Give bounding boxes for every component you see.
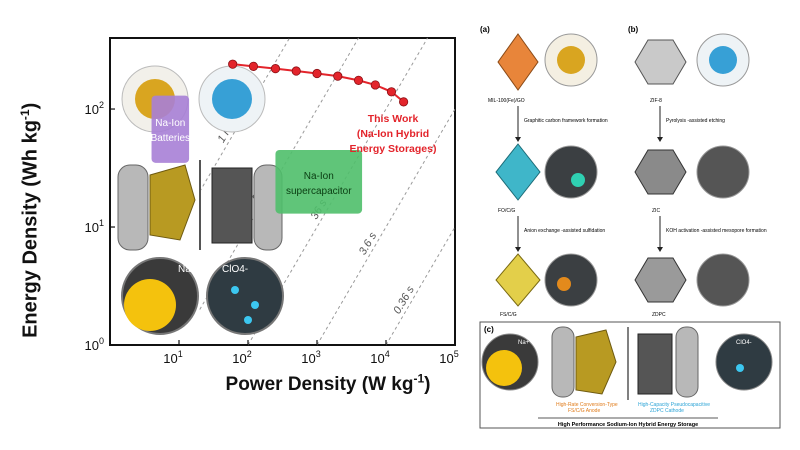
data-point bbox=[291, 66, 301, 76]
region-box bbox=[275, 149, 363, 214]
na-ion-label: Na+ bbox=[178, 264, 197, 275]
series-line bbox=[232, 63, 405, 103]
c-clo4-label: ClO4- bbox=[736, 340, 752, 346]
this-work-annotation: This Work (Na-Ion Hybrid Energy Storages… bbox=[350, 113, 437, 155]
c-anode-crystals bbox=[575, 329, 617, 395]
y-tick-label: 102 bbox=[85, 100, 104, 117]
c-anode-line1: High-Rate Conversion-Type bbox=[556, 402, 618, 408]
zdpc-hexagon bbox=[634, 257, 687, 303]
c-cathode-ion bbox=[736, 364, 744, 372]
fsc-zoom-particle bbox=[557, 277, 571, 291]
mil100-zoom-core bbox=[557, 46, 585, 74]
data-point bbox=[270, 64, 281, 74]
tick-labels: 101 102 103 104 105 100 101 102 bbox=[85, 100, 459, 366]
a-step1-process: Graphitic carbon framework formation bbox=[524, 118, 608, 124]
cathode-ion-2 bbox=[251, 301, 259, 309]
a-step3-material: FS/C/G bbox=[500, 312, 517, 318]
series-layer bbox=[228, 59, 409, 107]
c-na-label: Na+ bbox=[518, 340, 530, 346]
b-step1-process: Pyrolysis -assisted etching bbox=[666, 118, 725, 124]
x-tick-label: 101 bbox=[163, 349, 182, 366]
c-cathode-zoom bbox=[715, 333, 773, 391]
x-tick-label: 104 bbox=[370, 349, 389, 366]
data-point bbox=[399, 97, 409, 107]
b-step2-process: KOH activation -assisted mesopore format… bbox=[666, 228, 767, 234]
fsc-octahedron bbox=[495, 253, 541, 307]
data-point bbox=[353, 75, 364, 85]
a-step1-material: MIL-100(Fe)/GO bbox=[488, 98, 525, 104]
blue-mof-core bbox=[212, 79, 252, 119]
time-line bbox=[385, 226, 456, 346]
x-tick-label: 103 bbox=[301, 349, 320, 366]
clo4-label: ClO4- bbox=[222, 264, 248, 275]
c-title: High Performance Sodium-Ion Hybrid Energ… bbox=[558, 422, 698, 428]
anode-crystals bbox=[149, 164, 196, 241]
x-tick-label: 105 bbox=[439, 349, 458, 366]
b-step3-material: ZDPC bbox=[652, 312, 666, 318]
b-arrowhead-2 bbox=[657, 247, 663, 252]
this-work-line-2: (Na-Ion Hybrid bbox=[357, 128, 429, 140]
c-anode-glow bbox=[486, 350, 522, 386]
data-point bbox=[228, 59, 238, 69]
y-tick-label: 101 bbox=[85, 218, 104, 235]
panel-b-label: (b) bbox=[628, 25, 639, 34]
c-left-collector bbox=[551, 326, 575, 398]
time-line bbox=[247, 37, 428, 346]
panel-a-label: (a) bbox=[480, 25, 490, 34]
data-point bbox=[333, 71, 343, 81]
c-cathode-block bbox=[637, 333, 673, 395]
fsc-zoom bbox=[544, 253, 598, 307]
data-point bbox=[312, 68, 322, 79]
anode-zoom-glow bbox=[124, 279, 176, 331]
cathode-ion-3 bbox=[244, 316, 252, 324]
zif8-hexagon bbox=[634, 39, 687, 85]
a-step2-material: FO/C/G bbox=[498, 208, 515, 214]
region-box bbox=[151, 95, 190, 163]
x-tick-label: 102 bbox=[232, 349, 251, 366]
cathode-ion-1 bbox=[231, 286, 239, 294]
c-cathode-line1: High-Capacity Pseudocapacitive bbox=[638, 402, 710, 408]
data-point bbox=[386, 87, 397, 97]
zdpc-zoom bbox=[696, 253, 750, 307]
region-label: supercapacitor bbox=[286, 186, 352, 197]
c-cathode-line2: ZDPC Cathode bbox=[650, 408, 684, 414]
a-arrowhead-2 bbox=[515, 247, 521, 252]
a-arrowhead-1 bbox=[515, 137, 521, 142]
y-axis-label: Energy Density (Wh kg-1) bbox=[17, 102, 42, 338]
left-current-collector bbox=[117, 164, 149, 251]
foc-octahedron bbox=[495, 143, 541, 201]
cathode-zoom-circle bbox=[206, 257, 284, 335]
x-axis-label: Power Density (W kg-1) bbox=[225, 372, 431, 396]
data-point bbox=[248, 61, 259, 71]
c-anode-line2: FS/C/G Anode bbox=[568, 408, 600, 414]
mil100-octahedron bbox=[497, 33, 539, 91]
y-tick-label: 100 bbox=[85, 336, 104, 353]
this-work-line-1: This Work bbox=[368, 113, 419, 125]
region-label: Na-Ion bbox=[155, 118, 185, 129]
b-step1-material: ZIF-8 bbox=[650, 98, 662, 104]
panel-c-label: (c) bbox=[484, 325, 494, 334]
c-right-collector bbox=[675, 326, 699, 398]
region-label: Batteries bbox=[151, 133, 190, 144]
zic-zoom bbox=[696, 145, 750, 199]
this-work-line-3: Energy Storages) bbox=[350, 143, 437, 155]
region-label: Na-Ion bbox=[304, 171, 334, 182]
foc-zoom-particle bbox=[571, 173, 585, 187]
cathode-block bbox=[211, 167, 253, 244]
zic-hexagon bbox=[634, 149, 687, 195]
b-arrowhead-1 bbox=[657, 137, 663, 142]
b-step2-material: ZIC bbox=[652, 208, 660, 214]
a-step2-process: Anion exchange -assisted sulfidation bbox=[524, 228, 605, 234]
data-point bbox=[370, 80, 380, 90]
zif8-zoom-core bbox=[709, 46, 737, 74]
foc-zoom bbox=[544, 145, 598, 199]
regions: Na-Ion Batteries Na-Ion supercapacitor bbox=[151, 95, 363, 214]
synthesis-schematic: (a) MIL-100(Fe)/GO Graphitic carbon fram… bbox=[479, 25, 781, 429]
